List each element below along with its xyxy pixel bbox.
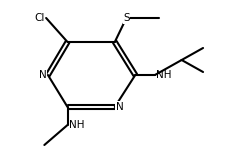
Text: NH: NH (69, 120, 84, 130)
Text: N: N (116, 102, 124, 112)
Text: S: S (123, 13, 129, 23)
Text: N: N (38, 70, 46, 80)
Text: NH: NH (156, 70, 171, 80)
Text: Cl: Cl (34, 13, 44, 23)
